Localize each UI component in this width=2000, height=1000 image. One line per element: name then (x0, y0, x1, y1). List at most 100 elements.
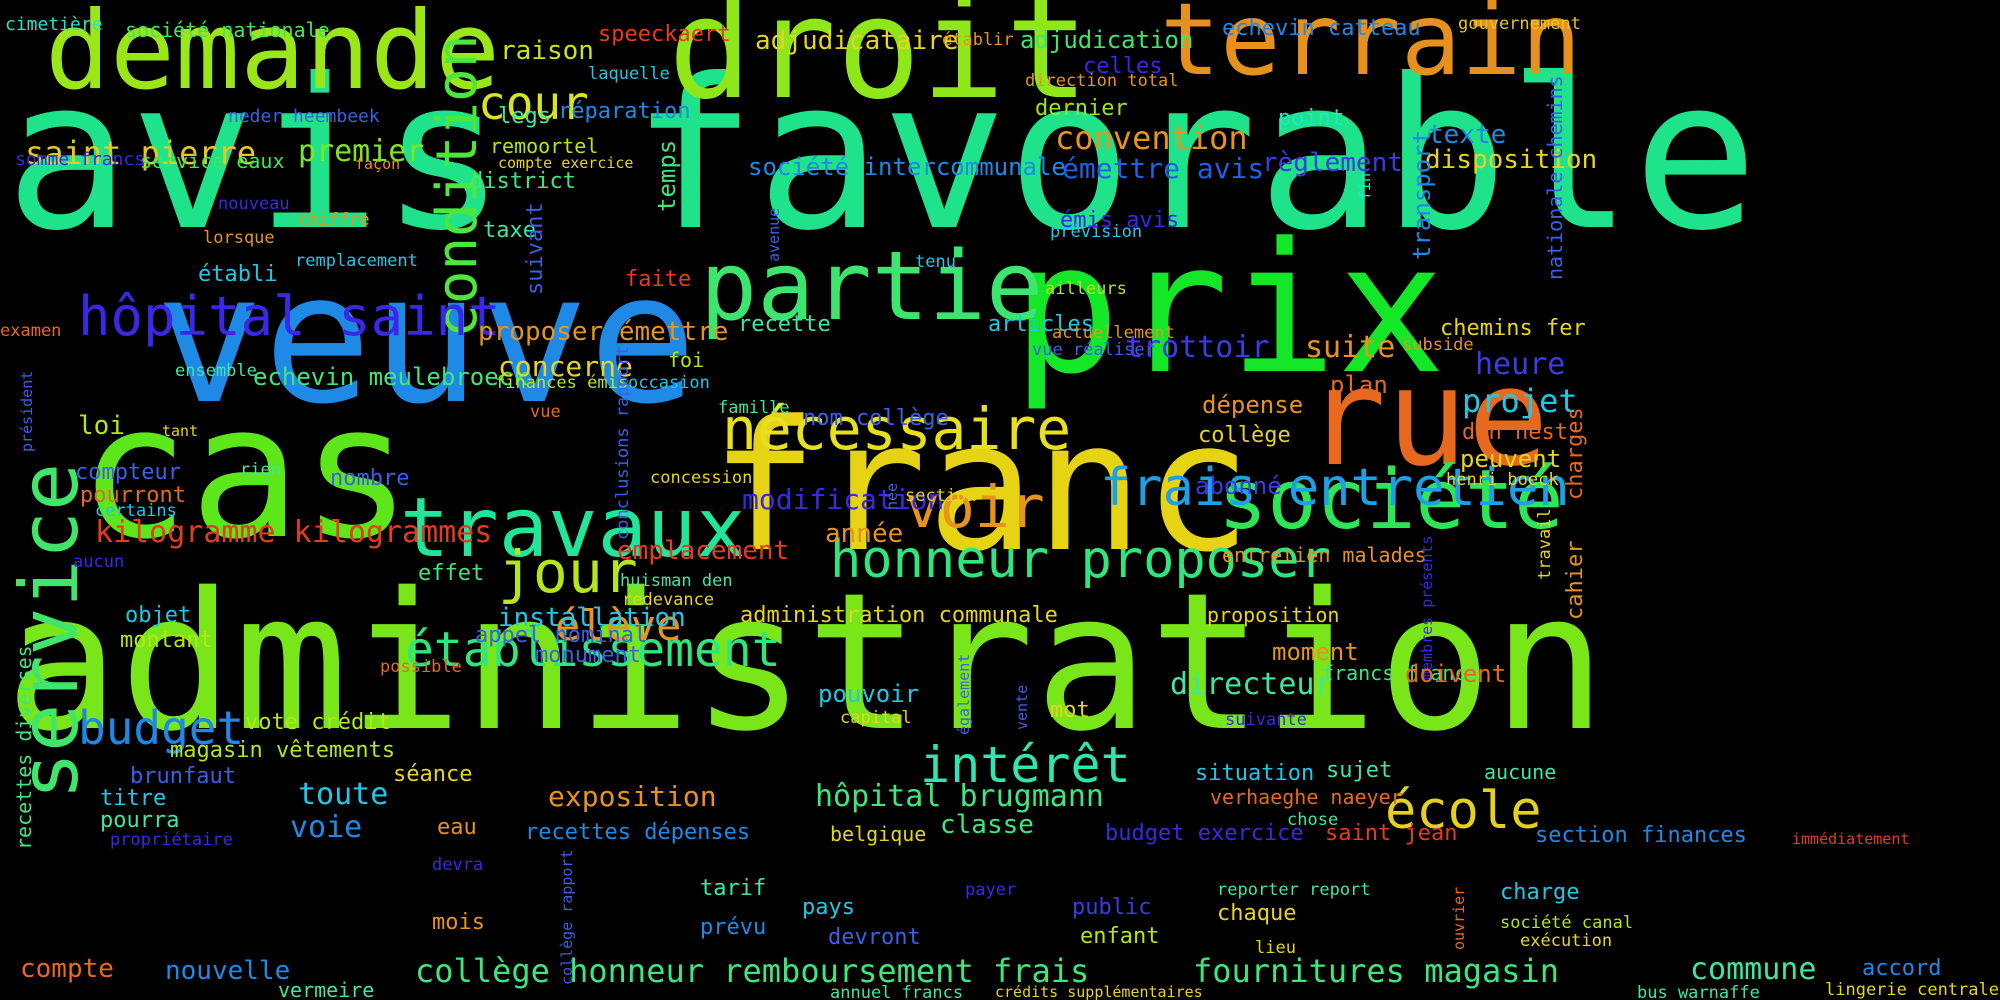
word-mois: mois (432, 910, 485, 935)
word-moment: moment (1272, 638, 1359, 666)
word-plan: plan (1330, 371, 1388, 399)
word-tarif: tarif (700, 876, 767, 901)
word-rien: rien (240, 460, 281, 480)
word-nom-college: nom collège (803, 406, 949, 431)
word-emettre-avis: émettre avis (1062, 152, 1265, 185)
word-travail: travail (1535, 508, 1555, 580)
word-celles: celles (1083, 54, 1163, 79)
word-chiffre: chiffre (298, 210, 370, 230)
word-societe-canal: société canal (1500, 913, 1634, 933)
word-redevance: redevance (622, 590, 715, 610)
word-faite: faite (625, 267, 692, 292)
word-nouveau: nouveau (218, 194, 290, 214)
word-nombre: nombre (330, 466, 410, 491)
word-devront: devront (828, 925, 921, 950)
word-adjudication: adjudication (1020, 26, 1194, 54)
word-cour: cour (478, 76, 589, 130)
word-certains: certains (95, 501, 177, 521)
word-titre: titre (100, 786, 167, 811)
word-vote-credit: vote crédit (245, 710, 391, 735)
word-reporter-report: reporter report (1217, 880, 1371, 900)
word-rue: rue (1305, 339, 1549, 496)
word-ouvrier: ouvrier (1450, 886, 1468, 950)
word-transport: transport (1408, 129, 1436, 260)
word-articles: articles (988, 312, 1094, 337)
word-administration-communale: administration communale (740, 603, 1058, 628)
word-gouvernement: gouvernement (1458, 14, 1581, 34)
word-recettes-diverses: recettes diverses (12, 645, 36, 850)
word-section-finances: section finances (1535, 823, 1747, 848)
word-demande: demande (45, 0, 501, 114)
word-subside: subside (1402, 335, 1474, 355)
word-chose: chose (1287, 810, 1339, 830)
word-cimetiere: cimetière (5, 14, 103, 35)
word-convention: convention (1055, 119, 1248, 157)
word-vermeire: vermeire (278, 978, 375, 1000)
word-accord: accord (1862, 956, 1942, 981)
word-sujet: sujet (1326, 758, 1393, 783)
word-budget-exercice: budget exercice (1105, 821, 1304, 846)
word-section: section (905, 486, 977, 506)
word-disposition: disposition (1425, 145, 1598, 175)
word-annuel-francs: annuel francs (830, 983, 964, 1000)
word-saint-pierre: saint pierre (25, 134, 257, 172)
word-pays: pays (802, 895, 855, 920)
word-pourront: pourront (80, 483, 186, 508)
word-recettes-depenses: recettes dépenses (525, 820, 751, 845)
word-bus-warnaffe: bus warnaffe (1637, 983, 1760, 1000)
word-travaux: travaux (400, 481, 746, 576)
word-emis-avis: émis avis (1060, 208, 1180, 233)
word-prevision: prévision (1050, 222, 1143, 242)
word-saint-jean: saint jean (1325, 821, 1458, 846)
word-abonne: abonné (1195, 472, 1282, 500)
word-aucune: aucune (1484, 760, 1557, 784)
word-president: président (18, 370, 36, 452)
word-annee: année (825, 519, 904, 549)
word-etablissement: établissement (405, 622, 781, 678)
word-pourra: pourra (100, 808, 180, 833)
word-societe-intercommunale: société intercommunale (748, 153, 1066, 181)
word-mot: mot (1050, 698, 1090, 723)
word-compteur: compteur (75, 460, 181, 485)
word-remoortel: remoortel (490, 134, 599, 158)
word-famille: famille (718, 398, 790, 418)
word-chaque: chaque (1217, 901, 1297, 926)
word-finances-emis: finances émis (495, 373, 629, 393)
word-concession: concession (650, 468, 753, 488)
word-terrain: terrain (1160, 0, 1582, 98)
word-membres-presents: membres présents (1418, 535, 1436, 681)
word-avis-favorable: avis favorable (5, 35, 1759, 277)
word-conclusions-rapport: conclusions rapport (613, 345, 633, 540)
word-necessaire: nécessaire (722, 395, 1072, 463)
word-situation: situation (1195, 761, 1315, 786)
word-lingerie-centrale: lingerie centrale (1825, 980, 1999, 1000)
word-brunfaut: brunfaut (130, 764, 236, 789)
word-huisman-den: huisman den (620, 571, 733, 591)
word-interet: intérêt (920, 736, 1131, 794)
word-somme-francs: somme francs (15, 149, 146, 170)
word-charge: charge (1500, 880, 1580, 905)
word-credits-supplementaires: crédits supplémentaires (995, 983, 1203, 1000)
word-compte: compte (20, 954, 114, 984)
word-nee: née (883, 482, 901, 510)
word-modification: modification (742, 483, 945, 516)
word-adjudicataire: adjudicataire (755, 26, 959, 56)
word-suivant: suivant (523, 202, 548, 295)
word-monument: monument (535, 643, 641, 668)
word-montant: montant (120, 628, 213, 653)
word-societe: société (1218, 453, 1564, 548)
word-doivent: doivent (1405, 660, 1507, 688)
word-entretien-malades: entretien malades (1222, 543, 1427, 567)
word-vue-realiser: vue réaliser (1032, 340, 1155, 360)
word-lorsque: lorsque (203, 228, 275, 248)
word-dernier: dernier (1035, 96, 1128, 121)
word-verhaeghe-naeyer: verhaeghe naeyer (1210, 785, 1403, 809)
word-point: point (1278, 106, 1345, 131)
word-neder-heembeek: neder heembeek (228, 106, 380, 127)
word-fin: fin (1356, 172, 1374, 200)
word-exposition: exposition (548, 780, 717, 813)
word-taxe: taxe (483, 218, 536, 243)
word-recette: recette (738, 312, 831, 337)
word-possible: possible (380, 657, 462, 677)
word-echevin-catteau: echevin catteau (1222, 16, 1421, 41)
